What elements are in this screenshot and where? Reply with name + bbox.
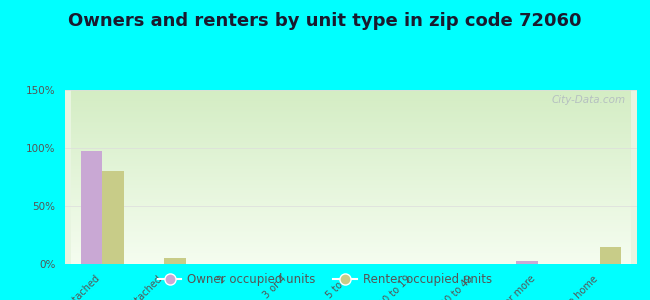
Bar [81,152,102,264]
Bar [164,258,187,264]
Bar [102,171,124,264]
Text: City-Data.com: City-Data.com [551,95,625,105]
Text: Owners and renters by unit type in zip code 72060: Owners and renters by unit type in zip c… [68,12,582,30]
Bar [515,260,538,264]
Legend: Owner occupied units, Renter occupied units: Owner occupied units, Renter occupied un… [153,269,497,291]
Bar [600,247,621,264]
